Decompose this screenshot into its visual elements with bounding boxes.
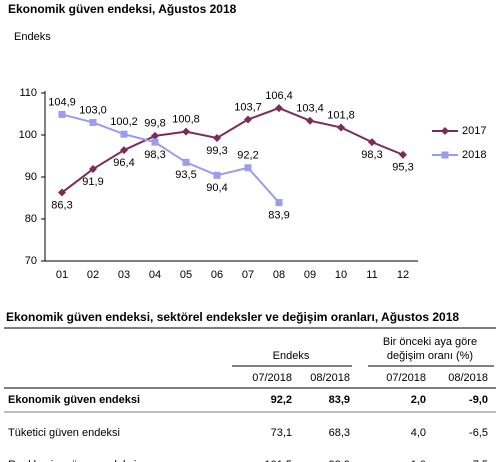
y-tick-label: 90	[25, 171, 37, 183]
table-subheader: 08/2018	[448, 372, 488, 384]
x-tick-label: 05	[180, 269, 192, 281]
table-group-header: Bir önceki aya göre	[383, 336, 477, 348]
table-row-label: Ekonomik güven endeksi	[8, 394, 140, 406]
marker	[275, 199, 283, 207]
series-line	[61, 107, 404, 194]
table-cell: -9,0	[469, 394, 488, 406]
data-label: 92,2	[237, 150, 258, 162]
marker	[182, 158, 190, 166]
x-tick-label: 03	[118, 269, 130, 281]
marker	[244, 164, 252, 172]
data-label: 99,3	[206, 145, 227, 157]
table-group-header: Endeks	[273, 350, 310, 362]
data-label: 99,8	[144, 118, 165, 130]
table-subheader: 07/2018	[386, 372, 426, 384]
x-tick-label: 02	[87, 269, 99, 281]
x-tick-label: 11	[366, 269, 377, 281]
data-label: 91,9	[82, 176, 103, 188]
marker	[151, 131, 159, 140]
x-tick-label: 08	[273, 269, 285, 281]
x-tick-label: 09	[304, 269, 316, 281]
marker	[151, 138, 159, 146]
data-label: 93,5	[175, 169, 196, 181]
data-label: 101,8	[327, 109, 355, 121]
table-cell: 73,1	[271, 427, 292, 439]
data-label: 103,7	[234, 101, 262, 113]
legend-marker	[441, 127, 449, 135]
data-label: 104,9	[48, 96, 76, 108]
data-label: 90,4	[206, 182, 227, 194]
data-label: 100,8	[172, 114, 200, 126]
table-subheader: 07/2018	[252, 372, 292, 384]
table-cell: 4,0	[411, 427, 426, 439]
table-cell: 68,3	[329, 427, 350, 439]
y-axis-label: Endeks	[14, 31, 51, 43]
marker	[275, 104, 283, 113]
x-tick-label: 06	[211, 269, 223, 281]
marker	[399, 150, 407, 159]
table-cell: -6,5	[469, 427, 488, 439]
data-label: 96,4	[113, 157, 134, 169]
table-group-header: değişim oranı (%)	[387, 350, 473, 362]
data-label: 95,3	[392, 162, 413, 174]
table-cell: 2,0	[411, 394, 426, 406]
table-cell: 101,5	[264, 459, 292, 462]
marker	[213, 171, 221, 179]
y-tick-label: 80	[25, 213, 37, 225]
data-label: 106,4	[265, 90, 293, 102]
chart-title: Ekonomik güven endeksi, Ağustos 2018	[8, 2, 237, 16]
marker	[89, 118, 97, 126]
table-cell: 93,9	[329, 459, 350, 462]
data-label: 83,9	[268, 210, 289, 222]
legend-label: 2018	[462, 149, 486, 161]
legend-label: 2017	[462, 125, 486, 137]
data-label: 100,2	[110, 116, 138, 128]
legend-marker	[441, 151, 449, 159]
y-tick-label: 100	[19, 129, 37, 141]
data-label: 103,4	[296, 103, 324, 115]
marker	[58, 110, 66, 118]
x-tick-label: 12	[397, 269, 409, 281]
marker	[182, 127, 190, 136]
data-label: 98,3	[361, 149, 382, 161]
marker	[89, 165, 97, 174]
x-tick-label: 04	[149, 269, 161, 281]
marker	[120, 146, 128, 155]
x-tick-label: 10	[335, 269, 347, 281]
table-cell: -7,5	[469, 459, 488, 462]
marker	[244, 115, 252, 124]
table-cell: 1,0	[411, 459, 426, 462]
marker	[368, 138, 376, 147]
table-cell: 83,9	[329, 394, 350, 406]
table-row-label: Tüketici güven endeksi	[8, 427, 120, 439]
data-label: 98,3	[144, 149, 165, 161]
marker	[213, 133, 221, 142]
table-title: Ekonomik güven endeksi, sektörel endeksl…	[6, 310, 459, 324]
marker	[337, 123, 345, 132]
series-line	[61, 113, 280, 204]
y-tick-label: 70	[25, 255, 37, 267]
marker	[58, 188, 66, 197]
marker	[306, 116, 314, 125]
x-tick-label: 07	[242, 269, 254, 281]
marker	[120, 130, 128, 138]
table-subheader: 08/2018	[310, 372, 350, 384]
x-tick-label: 01	[56, 269, 68, 281]
table-row-label: Reel kesim güven endeksi	[8, 459, 136, 462]
data-label: 103,0	[79, 104, 107, 116]
y-tick-label: 110	[19, 87, 37, 99]
data-label: 86,3	[51, 199, 72, 211]
table-cell: 92,2	[271, 394, 292, 406]
